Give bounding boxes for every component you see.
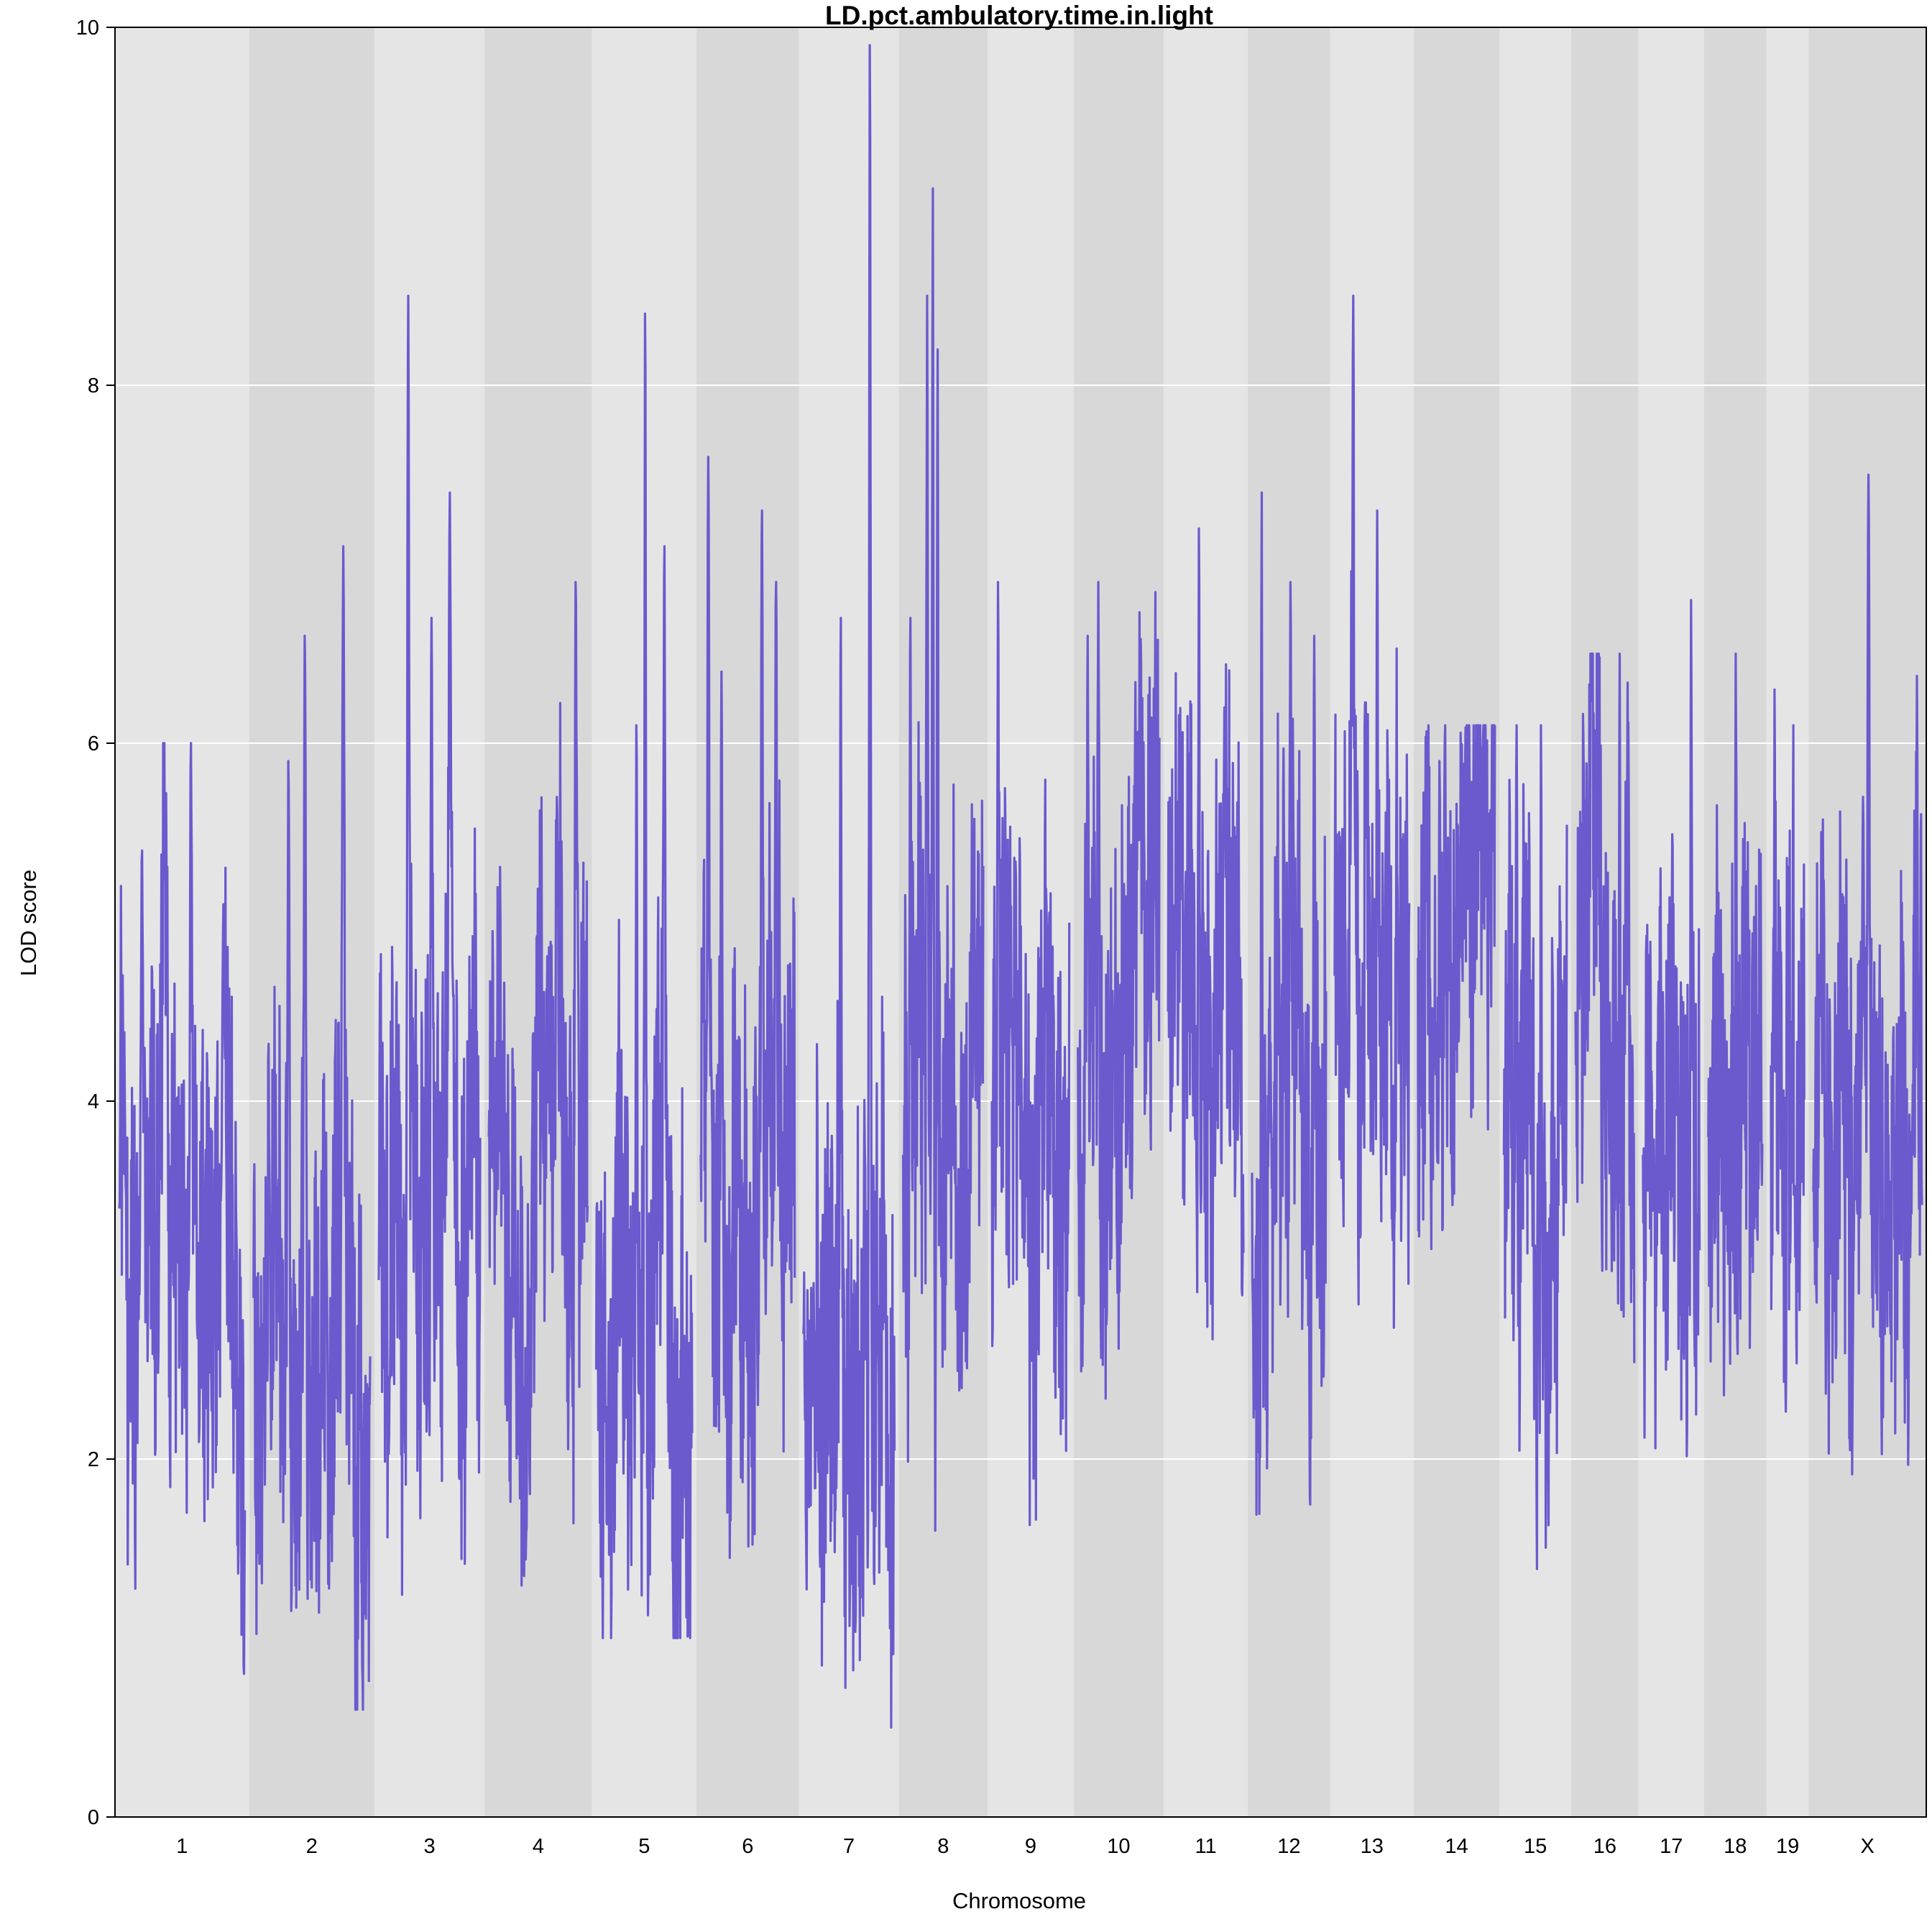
x-tick-label-X: X [1860,1835,1874,1858]
lod-line-chr-X [1812,473,1923,1476]
lod-line-chr-13 [1333,294,1411,1329]
x-tick-label-8: 8 [937,1835,949,1858]
lod-line-chr-16 [1574,652,1636,1363]
y-tick-label-0: 0 [88,1806,99,1829]
lod-line-chr-14 [1417,724,1496,1251]
lod-line-chr-12 [1251,491,1328,1516]
x-tick-label-13: 13 [1361,1835,1384,1858]
lod-line-chr-9 [990,581,1071,1527]
chromosome-band-6 [696,27,799,1817]
x-tick-label-9: 9 [1025,1835,1036,1858]
x-tick-label-7: 7 [843,1835,855,1858]
chromosome-band-1 [115,27,249,1817]
lod-line-chr-19 [1770,688,1806,1413]
lod-line-chr-15 [1502,724,1568,1570]
lod-series [118,44,1923,1729]
x-tick-label-17: 17 [1660,1835,1683,1858]
x-axis-title: Chromosome [952,1888,1086,1913]
x-axis: 1 2 3 4 5 6 7 8 9 10 11 12 13 14 15 16 17 18 19 X [176,1835,1874,1858]
x-tick-label-5: 5 [638,1835,650,1858]
x-tick-label-15: 15 [1524,1835,1547,1858]
lod-line-chr-2 [252,545,372,1711]
y-tick-label-6: 6 [88,732,99,755]
x-tick-label-10: 10 [1107,1835,1130,1858]
y-axis: 0 2 4 6 8 10 [76,17,115,1829]
lod-line-chr-10 [1077,581,1161,1400]
x-tick-label-16: 16 [1593,1835,1616,1858]
x-tick-label-14: 14 [1445,1835,1468,1858]
lod-line-chr-11 [1167,527,1245,1340]
y-tick-label-4: 4 [88,1090,99,1113]
lod-line-chr-8 [901,187,985,1532]
lod-line-chr-17 [1642,599,1701,1458]
x-tick-label-2: 2 [306,1835,318,1858]
lod-line-chr-1 [118,742,247,1675]
x-tick-label-1: 1 [176,1835,188,1858]
x-tick-label-4: 4 [533,1835,544,1858]
x-tick-label-12: 12 [1277,1835,1300,1858]
lod-line-chr-6 [699,455,796,1560]
lod-line-chr-7 [802,44,896,1729]
x-tick-label-6: 6 [742,1835,753,1858]
lod-line-chr-5 [594,312,694,1639]
x-tick-label-18: 18 [1724,1835,1747,1858]
chart-title: LD.pct.ambulatory.time.in.light [825,1,1213,30]
x-tick-label-3: 3 [423,1835,435,1858]
x-tick-label-11: 11 [1195,1835,1216,1858]
lod-line-chr-3 [377,294,482,1596]
y-tick-label-10: 10 [76,17,99,40]
y-tick-label-2: 2 [88,1448,99,1471]
lod-line-chr-4 [487,581,589,1587]
y-tick-label-8: 8 [88,374,99,397]
plot-frame [114,27,1927,1818]
lod-line-chr-18 [1707,652,1764,1397]
y-axis-title: LOD score [16,870,41,976]
x-tick-label-19: 19 [1776,1835,1799,1858]
